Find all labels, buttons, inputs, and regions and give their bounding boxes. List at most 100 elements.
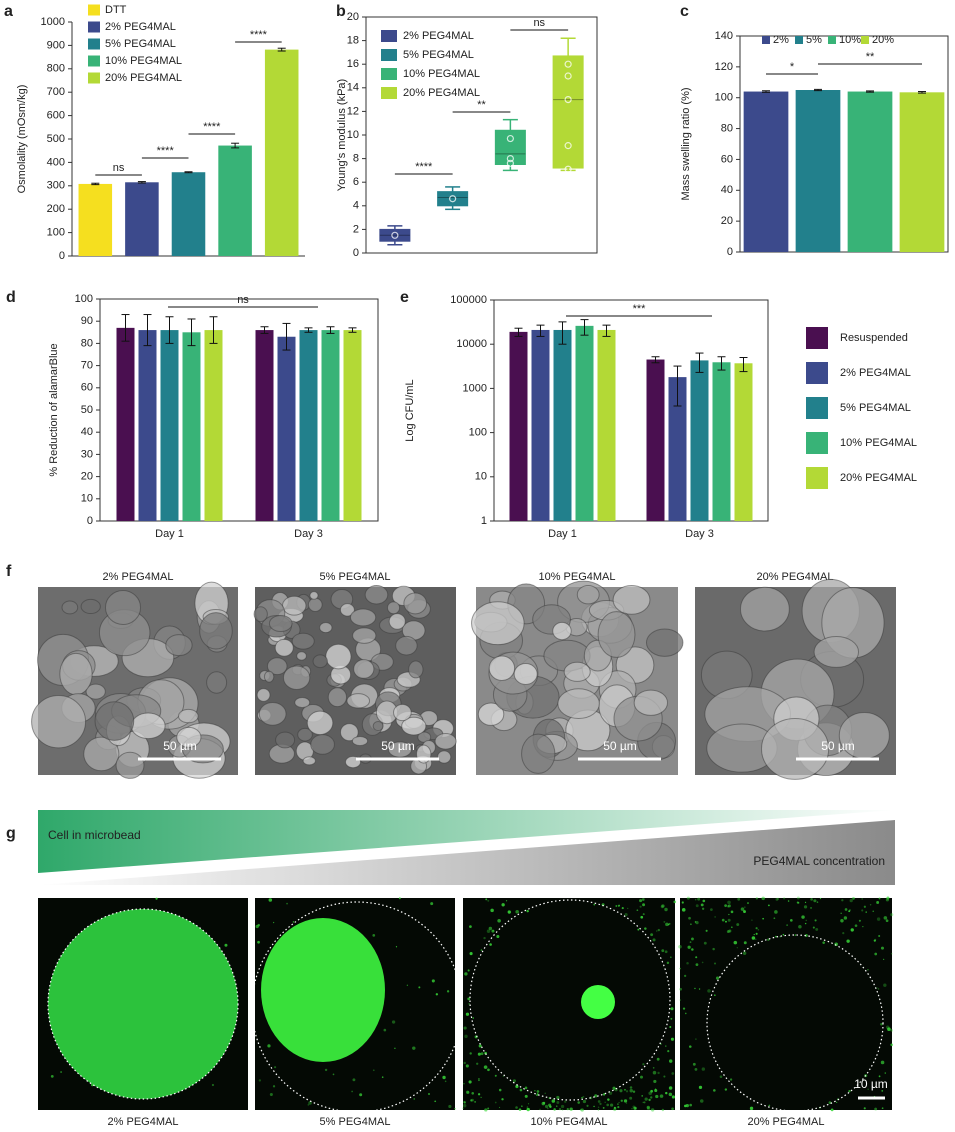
- legend-label: 2%: [773, 34, 789, 46]
- scale-bar-label: 50 µm: [603, 739, 637, 753]
- sem-texture: [104, 590, 142, 625]
- significance-label: ****: [157, 145, 175, 157]
- legend-label: 20% PEG4MAL: [403, 87, 480, 99]
- fluorescence-speck: [444, 1080, 447, 1083]
- fluorescence-speck: [714, 994, 716, 997]
- fluorescence-speck: [269, 1093, 273, 1097]
- y-tick-label: 60: [721, 153, 733, 165]
- fluorescence-speck: [255, 924, 259, 929]
- fluorescence-speck: [728, 913, 730, 916]
- y-tick-label: 10000: [456, 338, 487, 350]
- fluorescence-speck: [753, 933, 755, 936]
- fluorescence-speck: [768, 1104, 771, 1107]
- fluorescence-speck: [679, 967, 681, 970]
- bar: [899, 92, 945, 252]
- sem-texture: [312, 654, 328, 669]
- fluorescence-speck: [474, 1101, 476, 1103]
- legend-label: 5% PEG4MAL: [840, 402, 911, 414]
- fluorescence-speck: [551, 1099, 556, 1103]
- sem-texture: [563, 661, 591, 682]
- fluorescence-speck: [515, 1084, 519, 1088]
- fluorescence-speck: [653, 1079, 657, 1084]
- y-axis-label: % Reduction of alamarBlue: [48, 343, 60, 476]
- box: [552, 55, 584, 169]
- fluorescence-speck: [880, 1060, 885, 1065]
- fluorescence-speck: [505, 900, 508, 902]
- sem-texture: [401, 716, 427, 736]
- y-tick-label: 1: [481, 515, 487, 527]
- image-label: 20% PEG4MAL: [756, 571, 833, 583]
- bar: [321, 330, 340, 521]
- sem-texture: [813, 635, 860, 668]
- fluorescence-speck: [757, 928, 760, 931]
- fluorescence-speck: [801, 915, 805, 919]
- fluorescence-speck: [689, 1103, 692, 1107]
- y-tick-label: 20: [347, 11, 359, 23]
- fluorescence-speck: [224, 943, 228, 947]
- fluorescence-speck: [412, 1046, 416, 1050]
- fluorescence-speck: [642, 899, 644, 901]
- fluorescence-speck: [464, 1034, 468, 1039]
- fluorescence-speck: [774, 935, 777, 938]
- fluorescence-speck: [469, 952, 473, 956]
- fluorescence-speck: [561, 1109, 564, 1111]
- sem-texture: [393, 703, 412, 722]
- fluorescence-speck: [727, 900, 731, 905]
- legend-swatch: [88, 4, 100, 16]
- fluorescence-speck: [671, 1037, 673, 1040]
- plot-frame: [739, 35, 949, 253]
- fluorescence-speck: [881, 1107, 884, 1110]
- fluorescence-speck: [656, 1057, 660, 1061]
- fluorescence-speck: [494, 1075, 497, 1077]
- fluorescence-speck: [663, 920, 666, 923]
- sem-texture: [61, 600, 79, 615]
- data-point: [506, 159, 514, 167]
- sem-texture: [130, 712, 166, 740]
- fluorescence-speck: [670, 956, 672, 958]
- bar: [646, 359, 665, 521]
- fluorescence-speck: [604, 1101, 606, 1104]
- image-label: 10% PEG4MAL: [538, 571, 615, 583]
- fluorescence-speck: [873, 939, 876, 942]
- fluorescence-speck: [518, 1108, 522, 1111]
- fluorescence-speck: [512, 1079, 516, 1083]
- fluorescence-speck: [691, 948, 694, 951]
- fluorescence-speck: [494, 1101, 497, 1104]
- y-tick-label: 100: [715, 92, 733, 104]
- fluorescence-speck: [617, 1103, 619, 1105]
- fluorescence-speck: [874, 1107, 878, 1111]
- fluorescence-speck: [258, 1079, 262, 1082]
- sem-texture: [325, 643, 352, 670]
- fluorescence-speck: [618, 904, 621, 907]
- fluorescence-speck: [731, 926, 733, 929]
- cell-mass: [581, 985, 615, 1019]
- fluorescence-speck: [544, 1104, 549, 1109]
- fluorescence-speck: [779, 936, 781, 938]
- fluorescence-speck: [730, 910, 734, 914]
- fluorescence-speck: [560, 1104, 565, 1109]
- fluorescence-speck: [700, 903, 704, 907]
- fluorescence-speck: [850, 928, 854, 932]
- y-tick-label: 40: [721, 184, 733, 196]
- sem-texture: [268, 614, 293, 633]
- bar: [218, 145, 252, 256]
- y-tick-label: 14: [347, 82, 359, 94]
- sem-texture: [115, 751, 145, 779]
- significance-label: **: [477, 99, 486, 111]
- sem-texture: [282, 665, 311, 690]
- legend-swatch: [381, 87, 397, 99]
- fluorescence-speck: [747, 902, 749, 904]
- fluorescence-speck: [841, 899, 844, 902]
- fluorescence-speck: [713, 1089, 716, 1092]
- sem-texture: [327, 687, 348, 708]
- fluorescence-speck: [211, 1083, 215, 1087]
- legend-label: 20% PEG4MAL: [105, 72, 182, 84]
- fluorescence-speck: [742, 951, 747, 956]
- fluorescence-speck: [701, 961, 704, 964]
- fluorescence-speck: [846, 939, 850, 943]
- fluorescence-speck: [694, 987, 696, 990]
- fluorescence-speck: [883, 958, 885, 960]
- fluorescence-speck: [777, 897, 780, 900]
- fluorescence-speck: [663, 1075, 666, 1078]
- fluorescence-speck: [642, 913, 645, 916]
